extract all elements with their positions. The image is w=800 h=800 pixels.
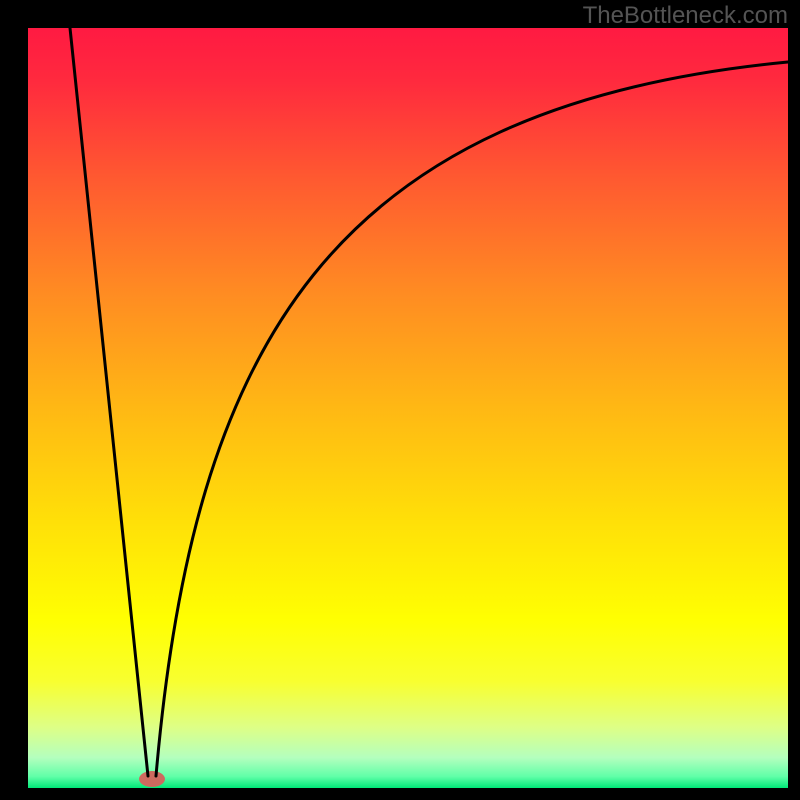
- plot-area: [28, 28, 788, 788]
- chart-frame: TheBottleneck.com: [0, 0, 800, 800]
- curve-layer: [28, 28, 788, 788]
- curve-path: [70, 28, 788, 776]
- watermark-text: TheBottleneck.com: [583, 2, 788, 30]
- plot-inner: [28, 28, 788, 788]
